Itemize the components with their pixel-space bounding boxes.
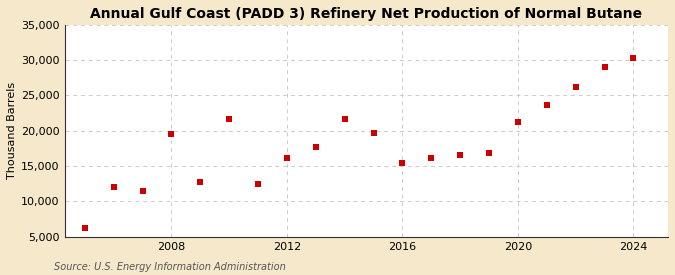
Point [368,131,379,135]
Point [137,189,148,193]
Point [397,161,408,166]
Point [570,85,581,89]
Point [252,182,263,186]
Point [80,225,90,230]
Point [455,153,466,157]
Point [166,132,177,136]
Point [512,120,523,125]
Point [628,56,639,60]
Point [541,103,552,108]
Title: Annual Gulf Coast (PADD 3) Refinery Net Production of Normal Butane: Annual Gulf Coast (PADD 3) Refinery Net … [90,7,643,21]
Point [224,117,235,121]
Point [340,117,350,121]
Point [195,179,206,184]
Point [108,184,119,189]
Point [484,151,495,156]
Point [426,156,437,161]
Text: Source: U.S. Energy Information Administration: Source: U.S. Energy Information Administ… [54,262,286,272]
Point [281,155,292,160]
Point [599,65,610,70]
Point [310,145,321,149]
Y-axis label: Thousand Barrels: Thousand Barrels [7,82,17,179]
